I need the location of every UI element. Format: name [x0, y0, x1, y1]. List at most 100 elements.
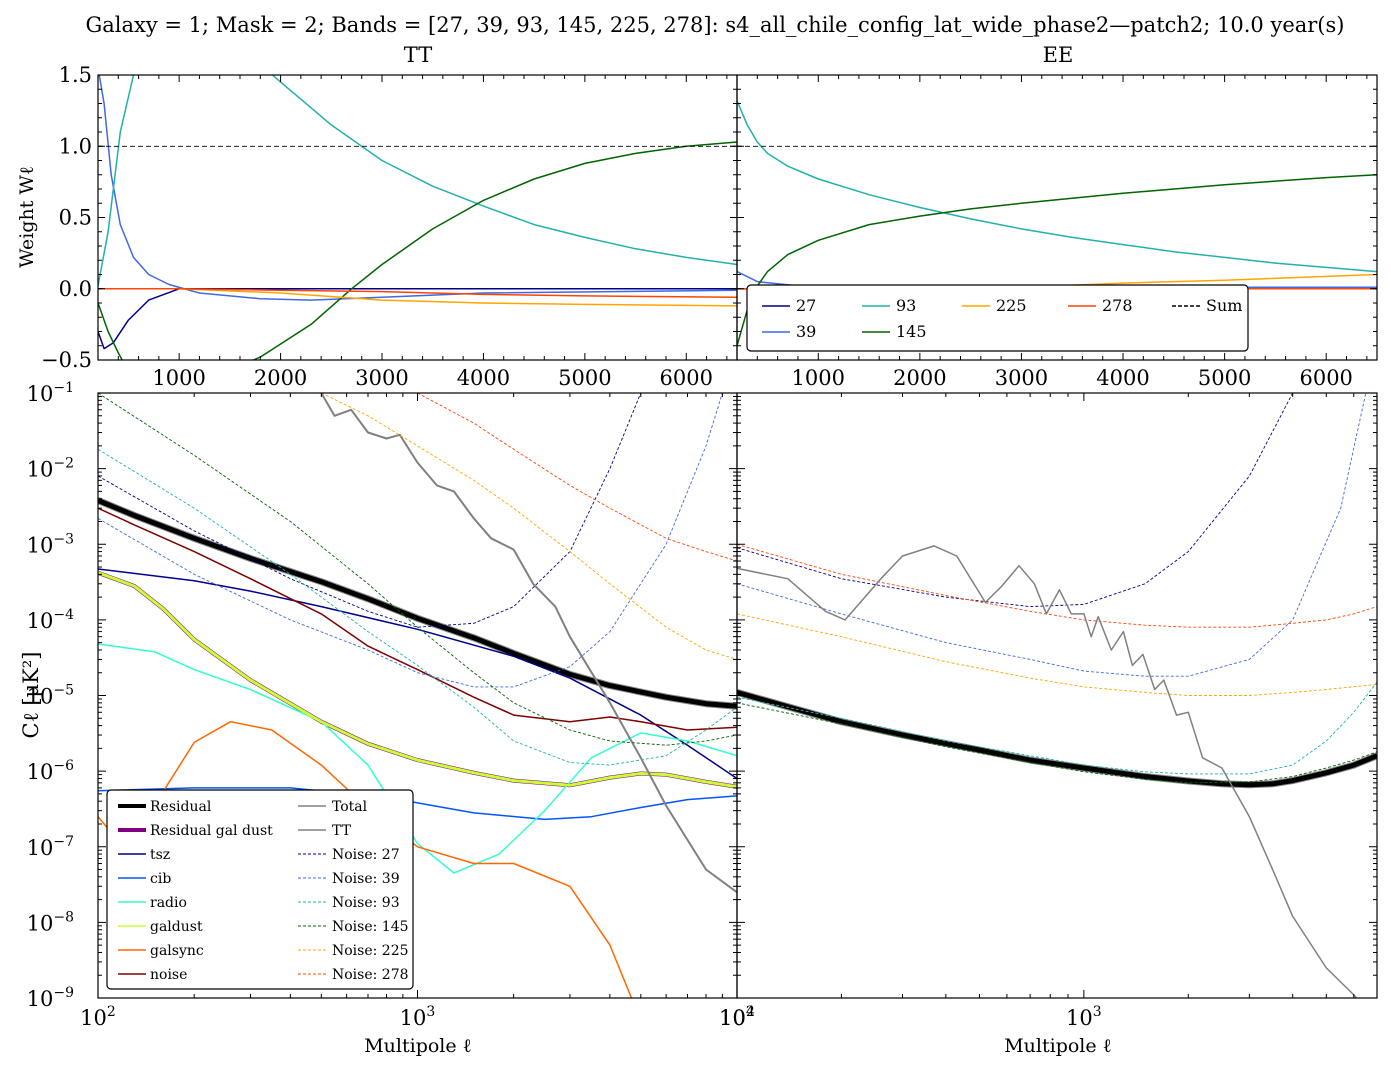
- series-145: [98, 141, 737, 360]
- axis-ticks: 102 103 104 10−9 10−8 10−7 10−6 10−5 10−4 10−3 10−…: [27, 380, 755, 1030]
- series-noise-278: [417, 393, 737, 562]
- xtick-label: 103: [1066, 1004, 1102, 1030]
- legend-label: Residual: [150, 799, 212, 815]
- xtick-exponent: 3: [426, 1004, 435, 1020]
- legend-label: Total: [332, 799, 368, 815]
- series-93: [98, 75, 737, 287]
- plot-area: [98, 393, 737, 998]
- legend-label: galdust: [150, 919, 203, 935]
- panel-title-tt: TT: [404, 43, 432, 67]
- series-145: [737, 174, 1377, 347]
- xtick-label: 1000: [792, 366, 845, 390]
- xtick-exponent: 3: [1093, 1004, 1102, 1020]
- spectra-ee-xlabel: Multipole ℓ: [1004, 1035, 1112, 1057]
- series-residual-gal-dust: [98, 570, 737, 789]
- series-tt: [320, 393, 737, 894]
- series-residual: [98, 498, 737, 709]
- legend-weights: 27 39 93 145 225 278 Sum: [746, 284, 1249, 352]
- series-residual: [737, 689, 1377, 788]
- series-noise-225: [321, 393, 737, 660]
- legend-label: tsz: [150, 847, 170, 863]
- xtick-exponent: 2: [746, 1004, 755, 1020]
- xtick-label: 2000: [254, 366, 307, 390]
- ytick-label: 10−7: [27, 834, 74, 860]
- series-noise: [98, 507, 737, 731]
- legend-label: cib: [150, 871, 171, 887]
- legend-label: Noise: 278: [332, 967, 409, 983]
- legend-label: 225: [996, 296, 1027, 315]
- xtick-label: 4000: [1096, 366, 1149, 390]
- series-residual-halo: [98, 497, 737, 710]
- xtick-label: 3000: [355, 366, 408, 390]
- series-tt: [737, 545, 1358, 998]
- legend-label: Residual gal dust: [150, 823, 273, 839]
- series-noise-39: [98, 393, 723, 688]
- ytick-label: 0.0: [59, 277, 92, 301]
- legend-label: 93: [896, 296, 916, 315]
- series-noise-27: [737, 393, 1294, 608]
- ytick-exponent: −7: [53, 834, 74, 850]
- xtick-label: 102: [719, 1004, 755, 1030]
- ytick-label: 0.5: [59, 206, 92, 230]
- ytick-exponent: −1: [53, 380, 74, 396]
- axis-ticks: 1000 2000 3000 4000 5000 6000 −0.5 0.0 0.5 1.0 1.5: [41, 63, 737, 390]
- xtick-label: 5000: [1198, 366, 1251, 390]
- xtick-label: 103: [400, 1004, 436, 1030]
- plot-area: [737, 393, 1377, 998]
- xtick-exponent: 4: [746, 1004, 755, 1020]
- legend-label: Sum: [1206, 296, 1242, 315]
- legend-frame: [106, 789, 414, 990]
- xtick-exponent: 2: [107, 1004, 116, 1020]
- xtick-label: 6000: [660, 366, 713, 390]
- series-noise-278: [737, 543, 1377, 628]
- series-noise-145: [98, 393, 737, 746]
- figure-suptitle: Galaxy = 1; Mask = 2; Bands = [27, 39, 9…: [86, 13, 1345, 37]
- series-noise-27: [98, 393, 642, 628]
- spectra-ylabel: Cℓ [μK²]: [19, 652, 43, 739]
- xtick-label: 3000: [995, 366, 1048, 390]
- ytick-label: 10−3: [27, 531, 74, 557]
- ytick-exponent: −3: [53, 531, 74, 547]
- ytick-label: 10−8: [27, 909, 74, 935]
- series-residual-halo: [737, 689, 1377, 789]
- ytick-label: 10−6: [27, 758, 74, 784]
- legend-label: 27: [796, 296, 816, 315]
- xtick-label: 102: [80, 1004, 116, 1030]
- weights-ylabel: Weight Wℓ: [16, 166, 38, 268]
- axis-ticks: 1000 2000 3000 4000 5000 6000: [736, 74, 1377, 390]
- spectra-tt-xlabel: Multipole ℓ: [364, 1035, 472, 1057]
- ytick-label: 10−1: [27, 380, 74, 406]
- ytick-exponent: −2: [53, 456, 74, 472]
- legend-label: TT: [332, 823, 352, 839]
- series-tsz: [98, 568, 737, 780]
- series-noise-145: [737, 702, 1377, 784]
- ytick-exponent: −4: [53, 607, 74, 623]
- legend-label: noise: [150, 967, 187, 983]
- ytick-exponent: −5: [53, 683, 74, 699]
- legend-spectra: Residual Residual gal dust tsz cib radio gald…: [106, 789, 414, 990]
- plot-area: [98, 75, 737, 360]
- legend-label: Noise: 93: [332, 895, 400, 911]
- legend-label: 39: [796, 322, 816, 341]
- series-noise-93: [737, 681, 1377, 775]
- series-27: [98, 288, 737, 350]
- legend-label: Noise: 27: [332, 847, 400, 863]
- series-278: [98, 288, 737, 299]
- ytick-label: 10−4: [27, 607, 74, 633]
- xtick-label: 4000: [457, 366, 510, 390]
- legend-label: 278: [1102, 296, 1133, 315]
- series-radio: [98, 643, 737, 874]
- series-noise-225: [737, 613, 1377, 696]
- series-39: [98, 75, 737, 301]
- panel-weights-tt: 1000 2000 3000 4000 5000 6000 −0.5 0.0 0.5 1.0 1.5: [41, 63, 738, 390]
- legend-label: 145: [896, 322, 927, 341]
- legend-frame: [746, 284, 1249, 352]
- panel-title-ee: EE: [1043, 43, 1074, 67]
- ytick-label: 10−2: [27, 456, 74, 482]
- xtick-label: 5000: [558, 366, 611, 390]
- ytick-label: 10−5: [27, 683, 74, 709]
- legend-label: galsync: [150, 943, 204, 959]
- ytick-exponent: −6: [53, 758, 74, 774]
- panel-spectra-ee: 102 103: [719, 392, 1378, 1030]
